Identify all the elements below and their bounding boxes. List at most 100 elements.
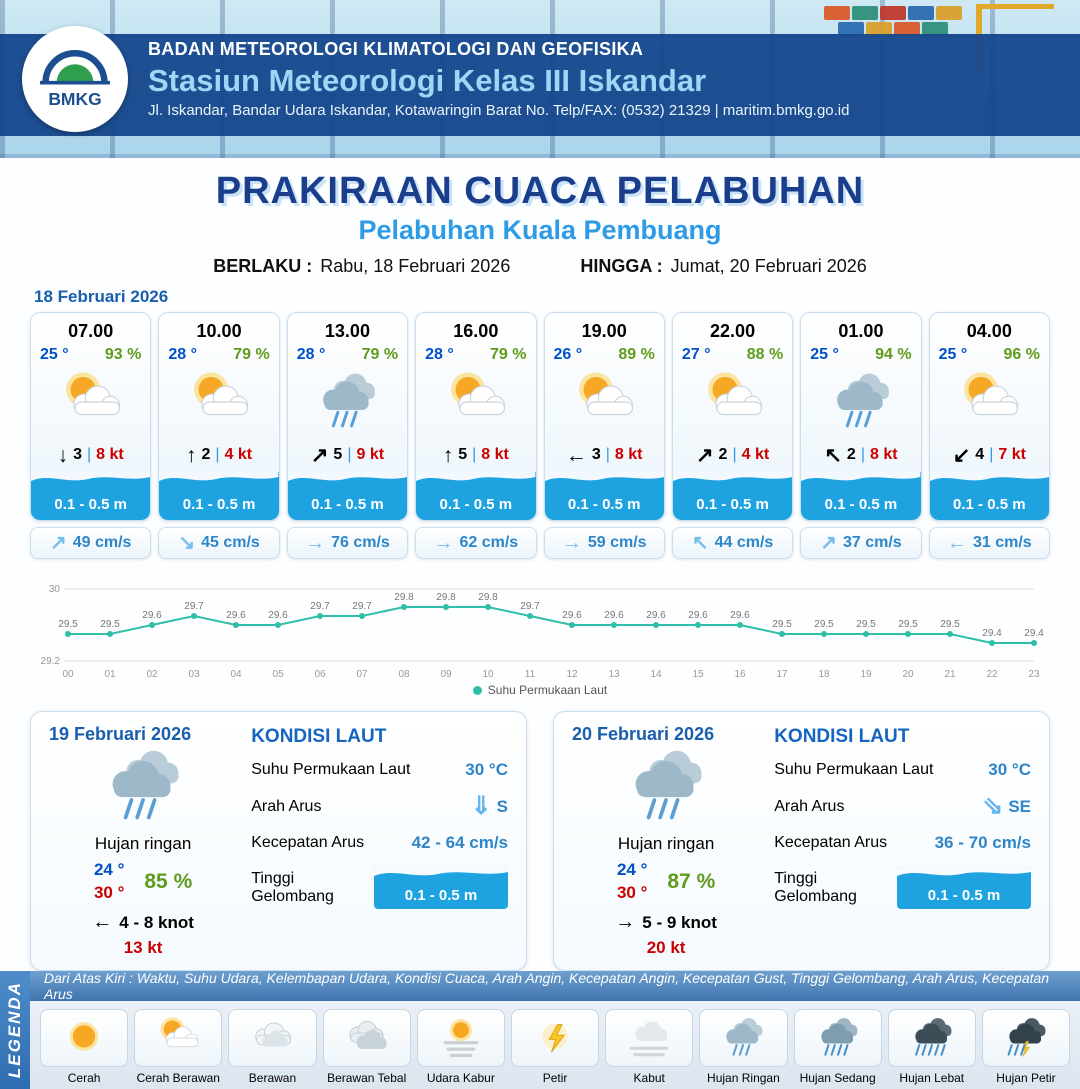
- svg-text:29.7: 29.7: [310, 601, 330, 612]
- wave-height-band: 0.1 - 0.5 m: [801, 472, 921, 520]
- daily-weather-icon: [618, 745, 714, 834]
- legend-weather-icon: [699, 1009, 788, 1067]
- svg-text:01: 01: [104, 669, 116, 680]
- reading-order-note: Dari Atas Kiri : Waktu, Suhu Udara, Kele…: [30, 970, 1080, 1002]
- wave-crest-icon: [416, 472, 536, 481]
- sst-chart: 29.2 30 29.5 00 29.5 01 29.6 02 29.7 03 29.6 04 29.6…: [30, 571, 1050, 697]
- current-box: → 59 cm/s: [543, 527, 665, 559]
- wave-height-band: 0.1 - 0.5 m: [672, 472, 793, 520]
- legend-weather-icon: [134, 1009, 223, 1067]
- wind-row: ↑ 2 | 4 kt: [159, 440, 278, 470]
- hingga-value: Jumat, 20 Februari 2026: [670, 256, 867, 276]
- forecast-date: 18 Februari 2026: [34, 287, 169, 306]
- wave-height-label: Tinggi Gelombang: [251, 870, 334, 905]
- forecast-column: 16.00 28 ° 79 % ↑ 5 | 8 kt 0.1 - 0.5 m →…: [415, 312, 537, 559]
- current-direction-icon: ←: [946, 532, 967, 554]
- wave-height-value: 0.1 - 0.5 m: [696, 496, 769, 513]
- current-speed: 76 cm/s: [331, 534, 390, 551]
- current-direction-icon: ↗: [820, 532, 837, 554]
- forecast-column: 19.00 26 ° 89 % ← 3 | 8 kt 0.1 - 0.5 m →…: [543, 312, 665, 559]
- svg-text:29.6: 29.6: [142, 610, 162, 621]
- forecast-time: 01.00: [838, 321, 884, 341]
- legend-label: Hujan Ringan: [707, 1071, 780, 1085]
- air-temperature: 25 °: [810, 346, 839, 363]
- sea-conditions-title: KONDISI LAUT: [774, 726, 910, 747]
- weather-icon: [545, 364, 664, 440]
- air-temperature: 28 °: [296, 346, 326, 363]
- chart-legend: Suhu Permukaan Laut: [30, 683, 1050, 697]
- svg-text:29.5: 29.5: [898, 619, 918, 630]
- sst-value: 30 °C: [465, 760, 508, 779]
- sst-label: Suhu Permukaan Laut: [251, 761, 411, 778]
- current-direction-icon: ↗: [49, 532, 67, 554]
- wave-crest-icon: [374, 867, 508, 876]
- gust-speed: 8 kt: [614, 446, 643, 463]
- humidity: 79 %: [233, 346, 270, 363]
- gust-speed: 4 kt: [741, 446, 770, 463]
- wind-row: ↗ 5 | 9 kt: [288, 440, 407, 470]
- daily-forecast-card: 20 Februari 2026 Hujan ringan 24 ° 30 ° …: [553, 711, 1050, 971]
- wave-height-band: 0.1 - 0.5 m: [416, 472, 536, 520]
- daily-temp-max: 30 °: [93, 883, 125, 902]
- forecast-column: 13.00 28 ° 79 % ↗ 5 | 9 kt 0.1 - 0.5 m →…: [286, 312, 409, 559]
- wave-height-band: 0.1 - 0.5 m: [287, 472, 408, 520]
- legend-label: Berawan Tebal: [327, 1071, 407, 1085]
- header-banner: BMKG BADAN METEOROLOGI KLIMATOLOGI DAN G…: [0, 0, 1080, 158]
- weather-icon: [801, 364, 920, 440]
- humidity: 96 %: [1003, 346, 1040, 363]
- gust-speed: 7 kt: [998, 446, 1026, 463]
- wave-height-box: 0.1 - 0.5 m: [897, 867, 1031, 909]
- daily-temp-min: 24 °: [93, 860, 125, 879]
- wave-height-band: 0.1 - 0.5 m: [544, 472, 664, 520]
- current-speed-label: Kecepatan Arus: [251, 834, 365, 851]
- wave-height-value: 0.1 - 0.5 m: [824, 496, 898, 513]
- daily-gust: 20 kt: [646, 938, 686, 957]
- svg-text:23: 23: [1028, 669, 1040, 680]
- humidity: 88 %: [746, 346, 784, 363]
- svg-text:12: 12: [566, 669, 578, 680]
- weather-icon: [159, 364, 278, 440]
- current-box: ← 31 cm/s: [928, 527, 1050, 559]
- daily-temp-max: 30 °: [616, 883, 648, 902]
- wave-crest-icon: [287, 472, 408, 481]
- legend-title: LEGENDA: [5, 981, 24, 1079]
- wind-row: ↓ 3 | 8 kt: [31, 440, 150, 470]
- current-speed: 59 cm/s: [587, 534, 647, 551]
- legend-label: Berawan: [248, 1071, 297, 1085]
- humidity: 93 %: [104, 346, 142, 363]
- svg-text:29.7: 29.7: [184, 601, 204, 612]
- legend-weather-icon: [322, 1009, 411, 1067]
- station-address: Jl. Iskandar, Bandar Udara Iskandar, Kot…: [148, 102, 850, 119]
- footer: LEGENDA Dari Atas Kiri : Waktu, Suhu Uda…: [0, 970, 1080, 1089]
- wind-row: ↑ 5 | 8 kt: [416, 440, 535, 470]
- svg-text:22: 22: [986, 669, 998, 680]
- svg-text:02: 02: [146, 669, 158, 680]
- wave-height-band: 0.1 - 0.5 m: [929, 472, 1049, 520]
- berlaku-value: Rabu, 18 Februari 2026: [320, 256, 511, 276]
- current-box: ↗ 37 cm/s: [800, 527, 922, 559]
- legend-weather-icon: [510, 1009, 600, 1067]
- wind-direction-icon: ↑: [442, 443, 454, 467]
- bmkg-logo: BMKG: [22, 26, 128, 132]
- current-direction-icon: ↖: [691, 532, 709, 554]
- daily-weather-icon: [95, 745, 191, 834]
- wind-row: ↖ 2 | 8 kt: [801, 440, 920, 470]
- svg-text:29.7: 29.7: [520, 601, 540, 612]
- svg-text:29.5: 29.5: [856, 619, 876, 630]
- forecast-column: 07.00 25 ° 93 % ↓ 3 | 8 kt 0.1 - 0.5 m ↗…: [30, 312, 152, 559]
- hingga-label: HINGGA :: [580, 256, 663, 276]
- divider: |: [605, 446, 610, 463]
- legend-weather-icon: [416, 1009, 505, 1067]
- current-direction-icon: →: [561, 532, 582, 554]
- wind-speed: 2: [846, 446, 856, 463]
- daily-wind-direction-icon: ←: [92, 911, 113, 933]
- svg-text:29.8: 29.8: [394, 592, 414, 603]
- legend-item: Berawan Tebal: [322, 1009, 411, 1085]
- current-direction-label: Arah Arus: [251, 797, 322, 815]
- air-temperature: 28 °: [425, 346, 454, 363]
- forecast-card: 04.00 25 ° 96 % ↙ 4 | 7 kt 0.1 - 0.5 m: [928, 312, 1050, 521]
- forecast-column: 01.00 25 ° 94 % ↖ 2 | 8 kt 0.1 - 0.5 m ↗…: [800, 312, 922, 559]
- svg-text:10: 10: [482, 669, 494, 680]
- current-box: ↗ 49 cm/s: [30, 527, 152, 559]
- daily-temp-min: 24 °: [616, 860, 648, 879]
